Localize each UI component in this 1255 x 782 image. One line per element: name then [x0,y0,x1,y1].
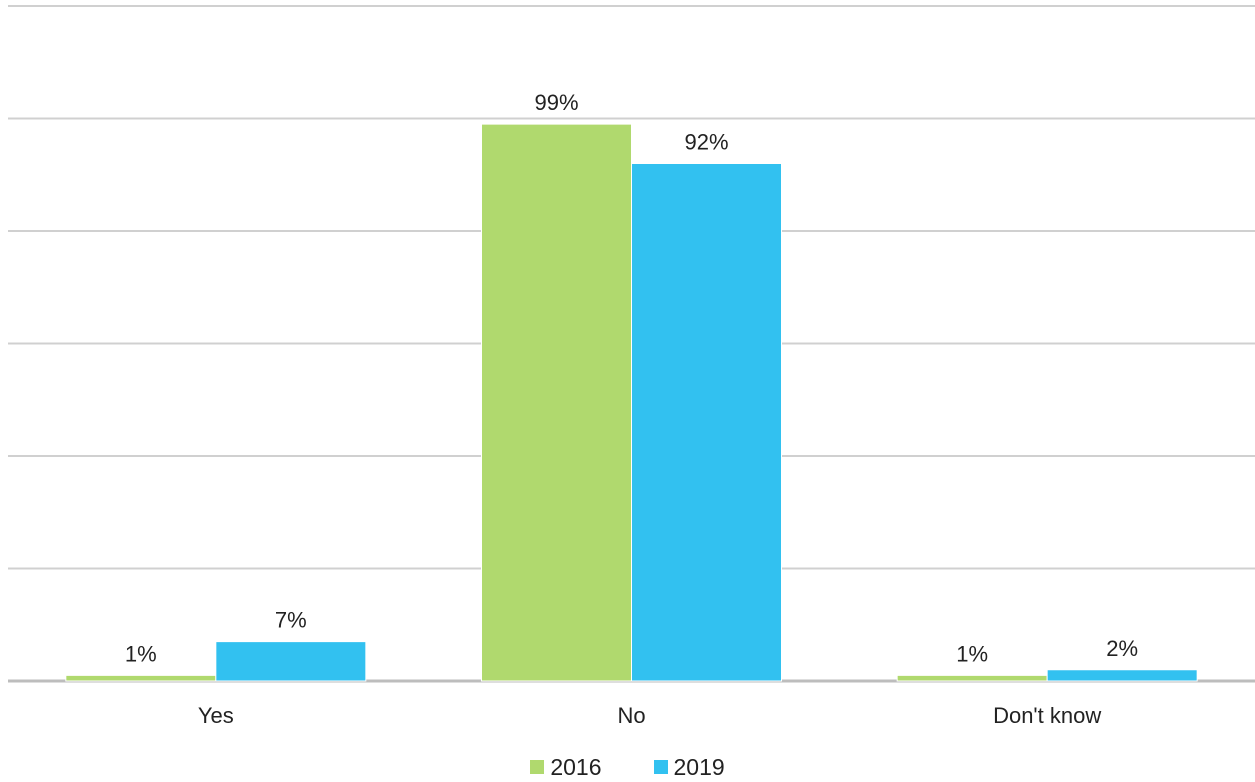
legend-label-2016: 2016 [550,753,602,780]
legend: 2016 2019 [0,752,1255,782]
bar-2016-0 [65,674,217,682]
data-label-2016-2: 1% [956,641,988,666]
bar-2016-2 [896,674,1048,682]
legend-label-2019: 2019 [673,753,725,780]
data-label-2019-1: 92% [684,130,728,155]
x-tick-label-1: No [617,703,645,728]
data-label-2019-0: 7% [275,608,307,633]
x-tick-label-2: Don't know [993,703,1101,728]
bar-2016-1 [481,123,632,682]
bar-2019-2 [1046,669,1198,682]
bar-2019-0 [215,641,367,682]
data-label-2016-1: 99% [534,90,578,115]
bar-chart: 1% 7% Yes 99% 92% No 1% 2% Don't know [8,5,1255,728]
legend-swatch-2016 [530,760,545,774]
data-label-2019-2: 2% [1106,636,1138,661]
data-label-2016-0: 1% [125,641,157,666]
legend-item-2016: 2016 [530,753,602,781]
x-tick-label-0: Yes [198,703,234,728]
bar-2019-1 [631,163,782,682]
legend-swatch-2019 [653,760,668,774]
legend-item-2019: 2019 [653,753,725,781]
